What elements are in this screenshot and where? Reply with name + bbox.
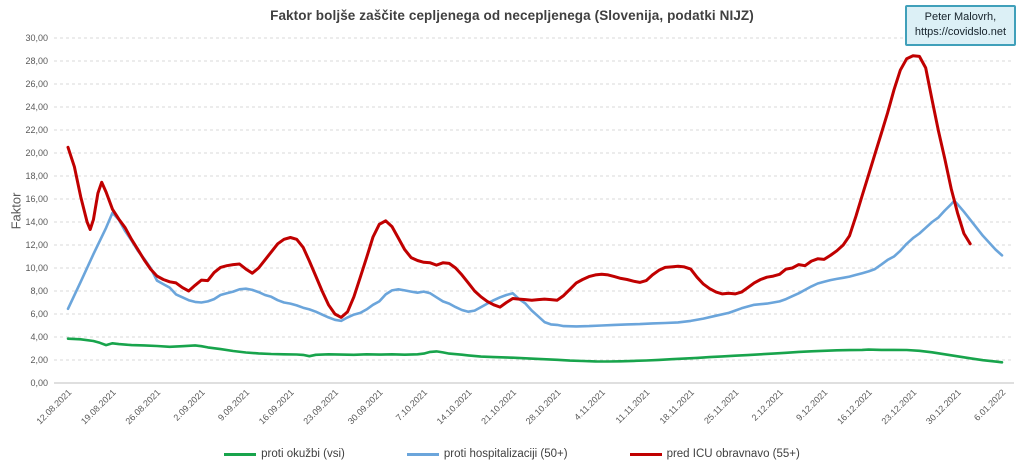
y-tick-label: 20,00 bbox=[25, 148, 48, 158]
x-tick-label: 6.01.2022 bbox=[972, 387, 1007, 422]
legend-swatch-red-line bbox=[629, 452, 662, 456]
chart-title: Faktor boljše zaščite cepljenega od nece… bbox=[270, 8, 754, 23]
x-tick-label: 16.12.2021 bbox=[835, 387, 874, 426]
y-tick-label: 0,00 bbox=[30, 378, 48, 388]
y-tick-label: 26,00 bbox=[25, 79, 48, 89]
x-tick-label: 23.12.2021 bbox=[880, 387, 919, 426]
x-tick-label: 2.09.2021 bbox=[171, 387, 206, 422]
credit-box: Peter Malovrh, https://covidslo.net bbox=[904, 5, 1016, 46]
legend-item-hospitalizaciji: proti hospitalizaciji (50+) bbox=[406, 448, 568, 460]
legend-label: pred ICU obravnavo (55+) bbox=[666, 448, 800, 460]
x-tick-label: 21.10.2021 bbox=[479, 387, 518, 426]
legend-label: proti hospitalizaciji (50+) bbox=[443, 448, 568, 460]
x-tick-label: 26.08.2021 bbox=[123, 387, 162, 426]
x-tick-label: 2.12.2021 bbox=[750, 387, 785, 422]
x-tick-label: 11.11.2021 bbox=[614, 387, 652, 425]
y-tick-label: 24,00 bbox=[25, 102, 48, 112]
legend-swatch-green-line bbox=[224, 452, 257, 456]
y-tick-label: 8,00 bbox=[30, 286, 48, 296]
x-tick-label: 23.09.2021 bbox=[301, 387, 340, 426]
x-tick-label: 4.11.2021 bbox=[572, 387, 607, 422]
x-tick-label: 14.10.2021 bbox=[435, 387, 474, 426]
legend-item-okuzbi: proti okužbi (vsi) bbox=[224, 448, 345, 460]
x-tick-label: 7.10.2021 bbox=[394, 387, 429, 422]
y-tick-label: 30,00 bbox=[25, 33, 48, 43]
credit-url: https://covidslo.net bbox=[914, 26, 1006, 39]
x-tick-label: 28.10.2021 bbox=[524, 387, 563, 426]
series-line-proti-hospitalizaciji-50- bbox=[66, 199, 1004, 328]
x-tick-label: 9.12.2021 bbox=[794, 387, 829, 422]
y-tick-label: 28,00 bbox=[25, 56, 48, 66]
x-tick-label: 30.12.2021 bbox=[924, 387, 963, 426]
legend-item-icu: pred ICU obravnavo (55+) bbox=[629, 448, 800, 460]
y-tick-label: 6,00 bbox=[30, 309, 48, 319]
y-tick-label: 22,00 bbox=[25, 125, 48, 135]
legend-label: proti okužbi (vsi) bbox=[261, 448, 345, 460]
series-line-pred-icu-obravnavo-55- bbox=[66, 54, 972, 319]
x-tick-label: 16.09.2021 bbox=[257, 387, 296, 426]
y-tick-label: 18,00 bbox=[25, 171, 48, 181]
x-tick-label: 12.08.2021 bbox=[34, 387, 73, 426]
y-tick-label: 10,00 bbox=[25, 263, 48, 273]
x-tick-label: 19.08.2021 bbox=[79, 387, 118, 426]
series-line-proti-oku-bi-vsi- bbox=[66, 337, 1004, 364]
credit-author: Peter Malovrh, bbox=[924, 11, 997, 23]
y-tick-label: 4,00 bbox=[30, 332, 48, 342]
x-tick-label: 9.09.2021 bbox=[216, 387, 251, 422]
y-tick-label: 2,00 bbox=[30, 355, 48, 365]
y-tick-label: 14,00 bbox=[25, 217, 48, 227]
legend-swatch-blue-line bbox=[406, 452, 439, 456]
x-tick-label: 30.09.2021 bbox=[346, 387, 385, 426]
y-tick-label: 12,00 bbox=[25, 240, 48, 250]
x-tick-label: 25.11.2021 bbox=[702, 387, 740, 425]
x-tick-label: 18.11.2021 bbox=[658, 387, 696, 425]
chart-legend: proti okužbi (vsi) proti hospitalizaciji… bbox=[0, 448, 1024, 460]
y-tick-label: 16,00 bbox=[25, 194, 48, 204]
